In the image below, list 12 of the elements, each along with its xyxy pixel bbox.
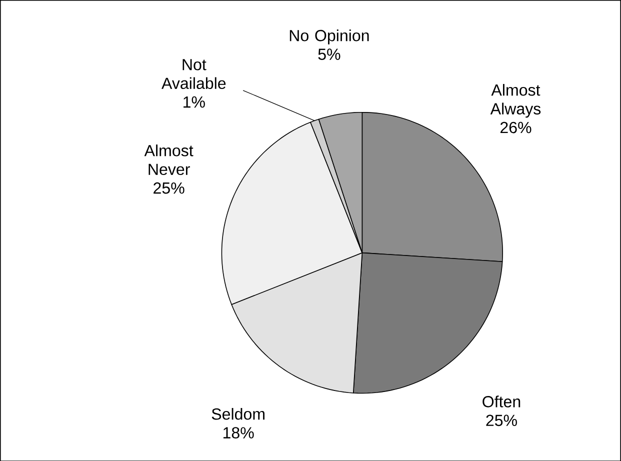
slice-label: Almost Always bbox=[490, 84, 541, 118]
data-label: 1% bbox=[184, 96, 205, 108]
slice-label: Seldom bbox=[212, 408, 264, 420]
slice-label: Not Available bbox=[162, 58, 226, 89]
slice-label: No Opinion bbox=[290, 29, 369, 44]
data-label: 18% bbox=[223, 426, 254, 438]
slice-label: Often bbox=[482, 395, 520, 408]
slice-label: Almost Never bbox=[144, 144, 194, 175]
data-label: 5% bbox=[318, 48, 340, 60]
data-label: 25% bbox=[154, 182, 184, 194]
data-label: 25% bbox=[486, 414, 517, 426]
data-label: 26% bbox=[500, 122, 532, 133]
